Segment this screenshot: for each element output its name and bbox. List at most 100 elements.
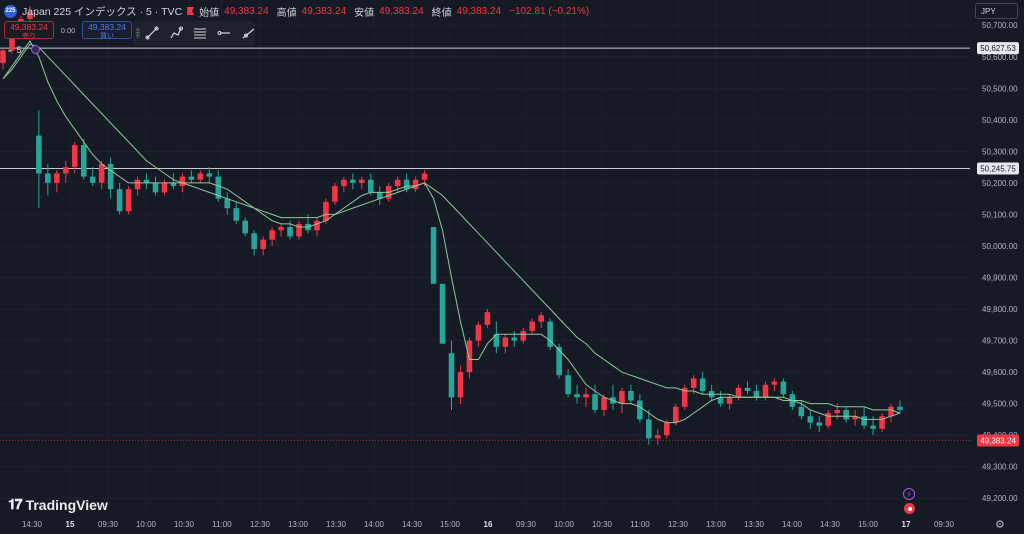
candle-body bbox=[879, 416, 885, 429]
candle-body bbox=[323, 201, 329, 221]
candle-body bbox=[89, 176, 96, 183]
drag-handle-icon[interactable] bbox=[136, 28, 140, 38]
candle bbox=[816, 416, 823, 433]
currency-label: JPY bbox=[981, 6, 996, 16]
y-tick-label: 50,700.00 bbox=[982, 21, 1018, 30]
close-value: 49,383.24 bbox=[456, 5, 502, 17]
sell-button[interactable]: 49,383.24 売り bbox=[4, 21, 54, 40]
candle bbox=[619, 387, 625, 414]
flag-icon[interactable] bbox=[187, 7, 195, 15]
y-tick-label: 49,500.00 bbox=[982, 400, 1018, 409]
candle-body bbox=[466, 340, 473, 373]
fib-icon[interactable] bbox=[193, 26, 207, 40]
candle bbox=[188, 170, 195, 183]
candle bbox=[735, 384, 742, 401]
candle bbox=[484, 309, 491, 328]
indicator-settings-icon[interactable] bbox=[30, 45, 40, 54]
candle bbox=[125, 186, 132, 215]
candle bbox=[143, 173, 150, 190]
candle-body bbox=[143, 179, 150, 183]
candle bbox=[655, 428, 661, 445]
buy-label: 買い bbox=[100, 33, 114, 40]
candle bbox=[744, 381, 751, 395]
candle bbox=[843, 406, 849, 423]
candle bbox=[116, 182, 123, 215]
candle-body bbox=[116, 189, 123, 212]
gear-icon[interactable]: ⚙ bbox=[995, 519, 1005, 531]
candle bbox=[430, 227, 437, 284]
tradingview-logo[interactable]: 𝟏𝟕 TradingView bbox=[8, 496, 108, 513]
candle bbox=[565, 368, 571, 398]
chevron-down-icon[interactable]: ⌄ bbox=[6, 44, 14, 54]
lightning-icon[interactable]: ⚡ bbox=[903, 488, 915, 500]
price-axis-bg bbox=[970, 0, 1024, 514]
candle-body bbox=[54, 173, 60, 183]
candle bbox=[574, 384, 580, 404]
candle bbox=[376, 186, 383, 205]
candle bbox=[170, 173, 177, 190]
x-tick-label: 14:00 bbox=[782, 520, 803, 529]
hline-label-bg bbox=[977, 162, 1019, 175]
candle-body bbox=[888, 406, 894, 417]
candle-body bbox=[161, 182, 168, 193]
candle bbox=[367, 173, 374, 196]
symbol-title[interactable]: Japan 225 インデックス · 5 · TVC bbox=[22, 5, 183, 18]
candle bbox=[547, 318, 553, 351]
candle bbox=[825, 409, 832, 429]
ray-icon[interactable] bbox=[241, 26, 255, 40]
buy-button[interactable]: 49,383.24 買い bbox=[82, 21, 132, 40]
x-tick-label: 09:30 bbox=[934, 520, 955, 529]
candle bbox=[493, 321, 500, 354]
candle-body bbox=[412, 179, 419, 190]
candle bbox=[439, 283, 446, 344]
indicator-legend[interactable]: ⌄ 5 bbox=[6, 44, 40, 55]
y-tick-label: 49,200.00 bbox=[982, 494, 1018, 503]
candle-body bbox=[780, 381, 787, 395]
candle-body bbox=[332, 186, 338, 202]
replay-icon[interactable] bbox=[904, 503, 915, 514]
candle-body bbox=[376, 192, 383, 199]
candle bbox=[296, 220, 302, 240]
candle-body bbox=[251, 233, 257, 250]
candle bbox=[45, 163, 51, 196]
candle bbox=[107, 157, 114, 199]
candle-body bbox=[861, 416, 867, 426]
candle bbox=[637, 394, 643, 423]
trend-line-icon[interactable] bbox=[145, 26, 159, 40]
sell-price: 49,383.24 bbox=[10, 22, 48, 32]
x-tick-label: 13:30 bbox=[326, 520, 347, 529]
candle-body bbox=[538, 315, 544, 322]
candle bbox=[251, 230, 257, 256]
candle-body bbox=[547, 321, 553, 347]
symbol-header: 225 Japan 225 インデックス · 5 · TVC 始値 49,383… bbox=[4, 3, 592, 19]
price-axis: 50,700.00 50,600.00 50,500.00 50,400.00 50,3… bbox=[977, 21, 1019, 503]
candle-body bbox=[287, 227, 293, 237]
candle-body bbox=[278, 227, 284, 231]
candle bbox=[538, 312, 544, 328]
candle-body bbox=[834, 409, 840, 414]
candle bbox=[511, 331, 518, 347]
x-tick-label: 11:00 bbox=[630, 520, 650, 529]
y-tick-label: 50,600.00 bbox=[982, 53, 1018, 62]
candle-body bbox=[394, 179, 401, 187]
candle-body bbox=[565, 375, 571, 395]
candle-body bbox=[430, 227, 437, 284]
x-tick-label: 15:00 bbox=[440, 520, 461, 529]
candle bbox=[879, 413, 885, 433]
open-value: 49,383.24 bbox=[224, 5, 269, 17]
currency-selector[interactable]: JPY bbox=[975, 3, 1018, 19]
candle bbox=[197, 170, 204, 183]
candle bbox=[278, 223, 284, 237]
x-tick-label: 15 bbox=[66, 520, 75, 529]
candle-body bbox=[296, 223, 302, 237]
path-icon[interactable] bbox=[169, 26, 183, 40]
horizontal-ray-icon[interactable] bbox=[217, 26, 231, 40]
candle-body bbox=[807, 416, 814, 423]
y-tick-label: 50,400.00 bbox=[982, 116, 1018, 125]
candle-body bbox=[170, 182, 177, 187]
close-label: 終値 bbox=[431, 7, 452, 19]
y-tick-label: 50,100.00 bbox=[982, 210, 1018, 219]
candle bbox=[583, 387, 589, 407]
candle-body bbox=[744, 387, 751, 392]
